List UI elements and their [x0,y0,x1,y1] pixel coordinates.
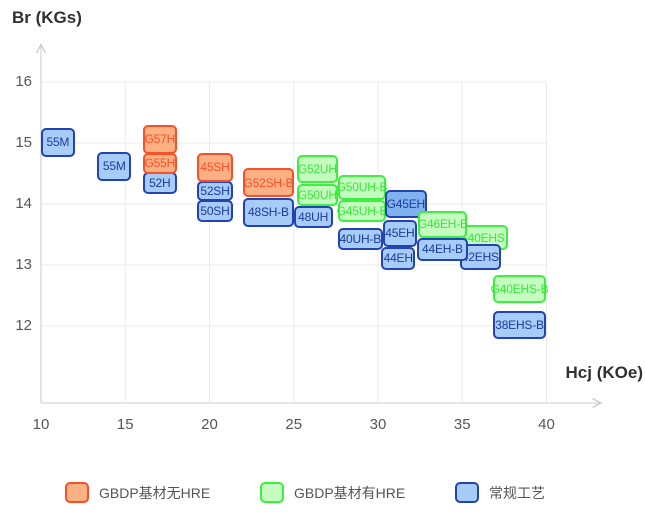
grade-box-g46eh-b: G46EH-B [418,210,468,238]
legend-item-gbdp-no-hre[interactable]: GBDP基材无HRE [65,482,210,503]
y-axis-title: Br (KGs) [12,8,82,27]
grade-box-44eh-b: 44EH-B [416,237,469,262]
grade-box-45eh: 45EH [383,219,417,247]
legend-swatch-green [260,482,284,503]
legend-item-gbdp-hre[interactable]: GBDP基材有HRE [260,482,405,503]
x-tick-label: 10 [32,416,50,433]
y-tick-label: 16 [15,73,32,90]
x-tick-label: 25 [285,416,303,433]
x-tick-label: 15 [116,416,134,433]
x-axis-title: Hcj (KOe) [565,363,643,382]
grade-box-52sh: 52SH [196,181,234,201]
y-tick-label: 14 [15,195,32,212]
grade-box-g52uh: G52UH [297,155,338,184]
grade-box-g57h: G57H [142,124,177,154]
grade-box-50sh: 50SH [196,200,234,223]
legend-swatch-blue [455,482,479,503]
grade-box-g45uh-b: G45UH-B [337,200,387,222]
y-tick-label: 12 [15,317,32,334]
grade-box-g40ehs-b: G40EHS-B [491,275,549,304]
grade-box-g50uh: G50UH [297,183,338,206]
x-tick-label: 20 [201,416,218,433]
grade-box-52h: 52H [142,171,177,195]
legend-label: GBDP基材无HRE [99,484,211,501]
legend-label: GBDP基材有HRE [294,484,406,501]
y-tick-label: 15 [15,134,32,151]
grade-box-48sh-b: 48SH-B [243,197,294,227]
grade-box-g50uh-b: G50UH-B [337,174,387,200]
grade-box-40uh-b: 40UH-B [337,227,384,251]
grade-box-48uh: 48UH [293,205,333,228]
grade-box-55m: 55M [97,152,132,181]
y-tick-label: 13 [15,256,32,273]
x-tick-label: 35 [453,416,471,433]
grade-box-45sh: 45SH [196,152,234,183]
grade-box-44eh: 44EH [381,246,416,270]
grade-box-55m: 55M [41,127,75,158]
x-tick-label: 40 [538,416,555,433]
legend-swatch-orange [65,482,89,503]
x-tick-label: 30 [369,416,387,433]
grade-box-38ehs-b: 38EHS-B [492,311,547,340]
grade-box-g52sh-b: G52SH-B [243,168,294,198]
legend-label: 常规工艺 [489,484,545,501]
legend-item-conventional[interactable]: 常规工艺 [455,482,545,503]
grade-box-g55h: G55H [142,152,177,175]
